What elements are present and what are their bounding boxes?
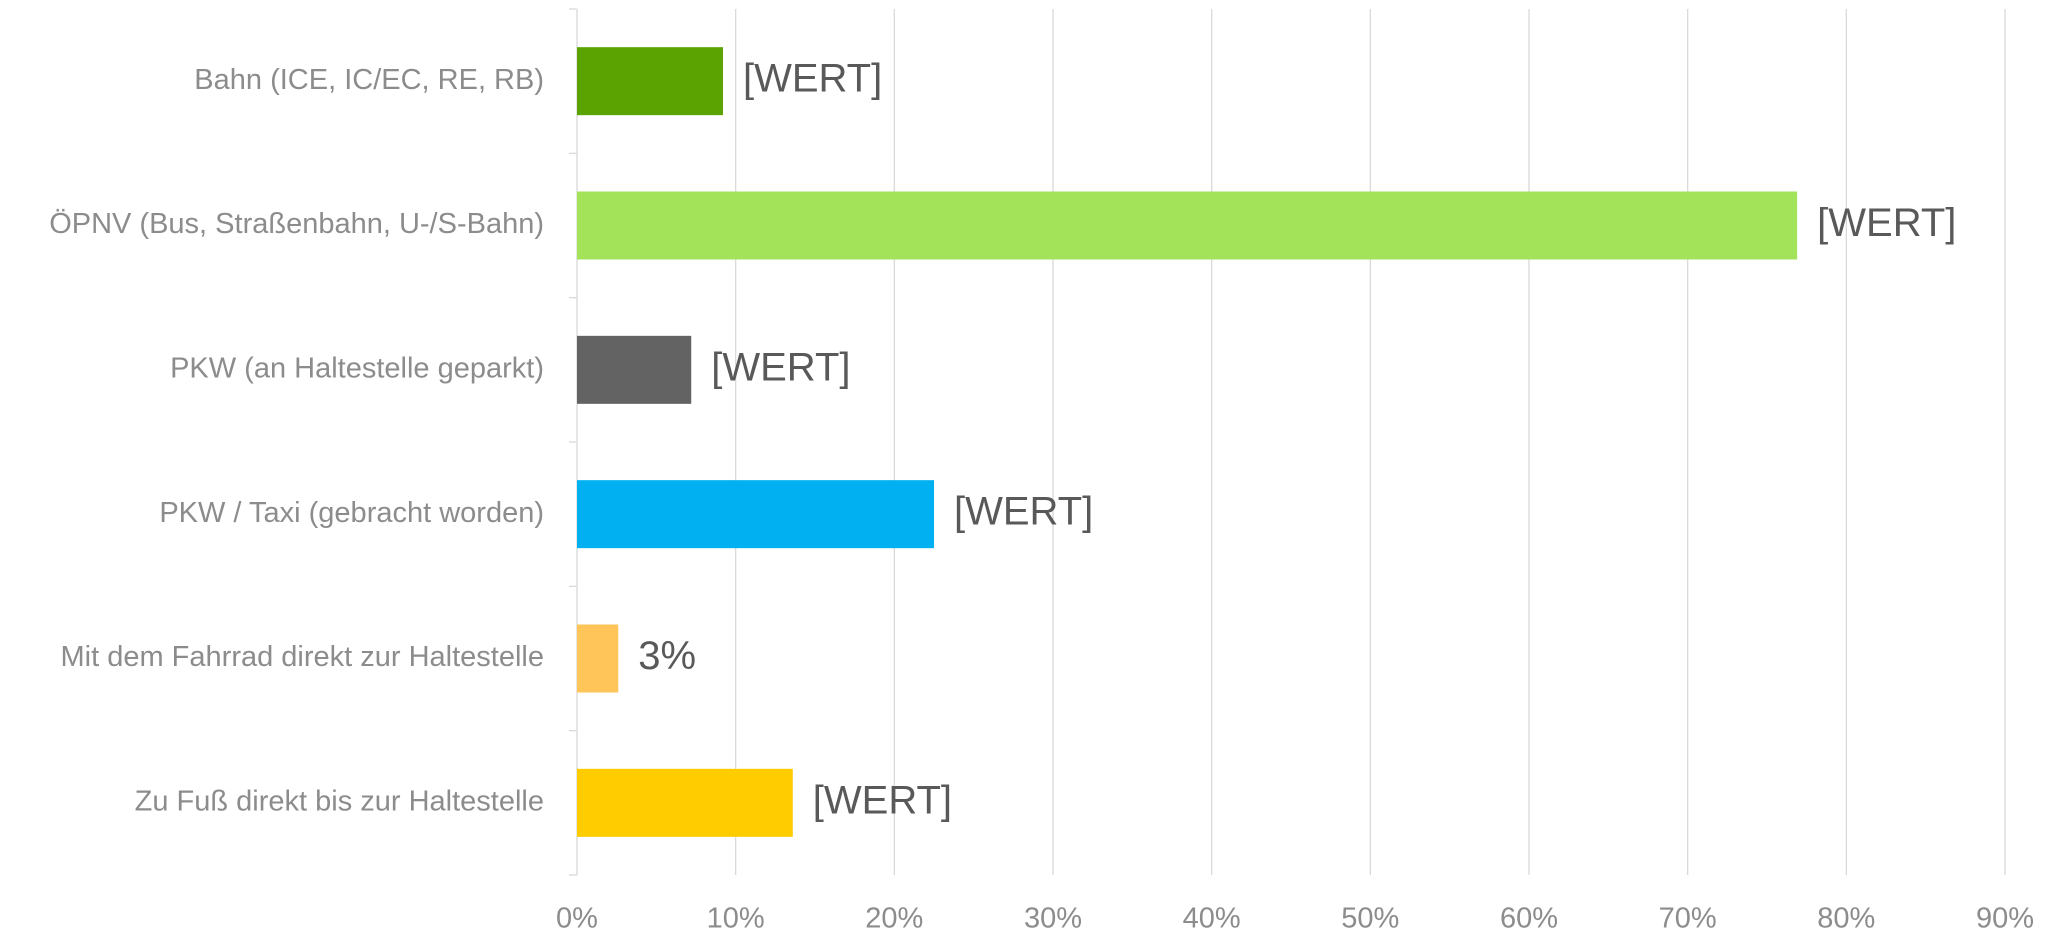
y-tick-label: PKW / Taxi (gebracht worden) xyxy=(159,497,544,529)
bar xyxy=(577,768,793,837)
x-tick-label: 10% xyxy=(707,903,765,935)
value-label: [WERT] xyxy=(743,57,882,101)
value-label: [WERT] xyxy=(813,778,952,822)
y-tick-label: Zu Fuß direkt bis zur Haltestelle xyxy=(135,785,544,817)
value-label: [WERT] xyxy=(711,345,850,389)
y-tick-label: Mit dem Fahrrad direkt zur Haltestelle xyxy=(61,641,545,673)
x-tick-label: 60% xyxy=(1500,903,1558,935)
bar xyxy=(577,480,934,549)
y-tick-label: ÖPNV (Bus, Straßenbahn, U-/S-Bahn) xyxy=(49,208,544,240)
x-tick-label: 70% xyxy=(1659,903,1717,935)
bar xyxy=(577,335,692,404)
x-tick-label: 50% xyxy=(1341,903,1399,935)
value-label: [WERT] xyxy=(954,490,1093,534)
x-tick-label: 90% xyxy=(1976,903,2034,935)
x-tick-label: 20% xyxy=(865,903,923,935)
x-tick-label: 40% xyxy=(1183,903,1241,935)
bar xyxy=(577,47,723,116)
value-label: 3% xyxy=(638,634,696,678)
value-label: [WERT] xyxy=(1817,201,1956,245)
y-tick-label: Bahn (ICE, IC/EC, RE, RB) xyxy=(194,64,544,96)
x-tick-label: 30% xyxy=(1024,903,1082,935)
y-tick-label: PKW (an Haltestelle geparkt) xyxy=(170,352,544,384)
bar xyxy=(577,191,1798,260)
x-tick-label: 0% xyxy=(556,903,598,935)
bar xyxy=(577,624,619,693)
x-tick-label: 80% xyxy=(1817,903,1875,935)
